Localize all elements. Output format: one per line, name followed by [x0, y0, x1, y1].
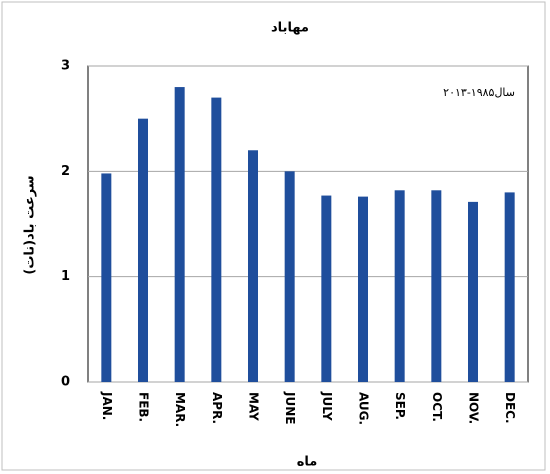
y-tick-label: 3 — [61, 59, 70, 74]
x-tick-label: DEC. — [503, 392, 517, 424]
y-tick-label: 2 — [61, 164, 70, 179]
x-tick-label: MAR. — [173, 392, 187, 427]
x-tick-label: NOV. — [467, 392, 481, 424]
x-tick-label: OCT. — [430, 392, 444, 422]
x-axis-title: ماه — [297, 455, 318, 470]
bar — [138, 118, 148, 383]
y-axis-title: سرعت باد(نات) — [23, 175, 38, 274]
bar — [174, 87, 185, 383]
bar — [211, 97, 222, 382]
bar — [358, 196, 368, 382]
x-tick-label: JUNE — [283, 391, 297, 424]
bar — [394, 190, 405, 382]
bar — [101, 173, 112, 382]
x-tick-label: AUG. — [357, 392, 371, 425]
y-tick-label: 1 — [61, 269, 70, 284]
bar — [248, 150, 258, 382]
bar — [321, 195, 332, 382]
bar — [284, 171, 295, 382]
bar — [504, 192, 515, 382]
x-tick-label: FEB. — [137, 392, 151, 422]
x-tick-label: MAY — [247, 392, 261, 421]
annotation: سال۱۹۸۵-۲۰۱۳ — [443, 86, 515, 99]
x-tick-label: APR. — [210, 392, 224, 424]
x-tick-label: JAN. — [100, 391, 114, 420]
bar — [431, 190, 442, 382]
chart-title: مهاباد — [271, 21, 309, 36]
x-tick-label: SEP. — [393, 392, 407, 420]
x-tick-label: JULY — [320, 391, 334, 421]
bar — [468, 201, 478, 382]
y-tick-label: 0 — [61, 375, 70, 390]
